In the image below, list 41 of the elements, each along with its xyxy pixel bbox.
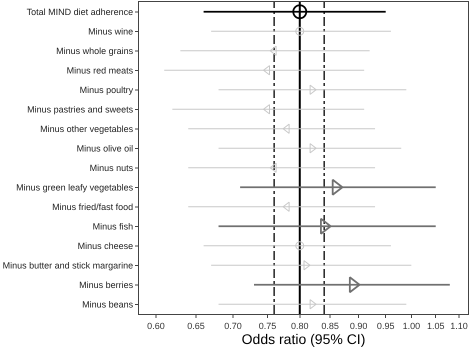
point [270,162,277,173]
y-tick-label: Minus whole grains [56,46,134,56]
y-tick-label: Minus nuts [90,162,134,173]
x-tick-label: 0.85 [321,320,339,331]
x-tick-label: 0.60 [147,320,165,331]
point [282,124,290,134]
point [295,26,304,36]
x-tick-label: 0.80 [291,320,309,331]
point [292,4,308,20]
point [282,202,290,212]
x-tick-label: 1.10 [450,320,468,331]
y-tick-label: Total MIND diet adherence [26,6,134,17]
point [263,65,270,76]
y-tick-label: Minus beans [82,299,134,310]
x-tick-label: 1.05 [426,320,444,331]
y-tick-label: Minus pastries and sweets [27,104,134,114]
x-tick-label: 0.75 [258,320,276,331]
point [263,104,270,114]
y-tick-label: Minus other vegetables [40,124,134,134]
point [310,299,317,310]
y-tick-label: Minus wine [88,26,134,36]
y-tick-label: Minus green leafy vegetables [16,182,134,192]
x-tick-label: 1.00 [402,320,420,331]
point [310,84,317,95]
y-tick-label: Minus cheese [78,240,134,251]
y-tick-label: Minus butter and stick margarine [2,260,134,270]
y-tick-label: Minus red meats [66,65,134,76]
point [295,241,304,250]
y-tick-label: Minus berries [79,280,134,290]
x-tick-label: 0.95 [376,320,394,331]
x-axis-title: Odds ratio (95% CI) [242,330,366,347]
y-tick-label: Minus fish [92,221,134,232]
x-tick-label: 0.65 [187,320,205,331]
point [270,46,277,56]
x-tick-label: 0.90 [350,320,368,331]
point [303,260,310,270]
y-tick-label: Minus fried/fast food [52,202,134,212]
y-tick-label: Minus poultry [80,84,134,95]
point [310,143,317,154]
x-tick-label: 0.70 [224,320,242,331]
y-tick-label: Minus olive oil [76,143,134,154]
